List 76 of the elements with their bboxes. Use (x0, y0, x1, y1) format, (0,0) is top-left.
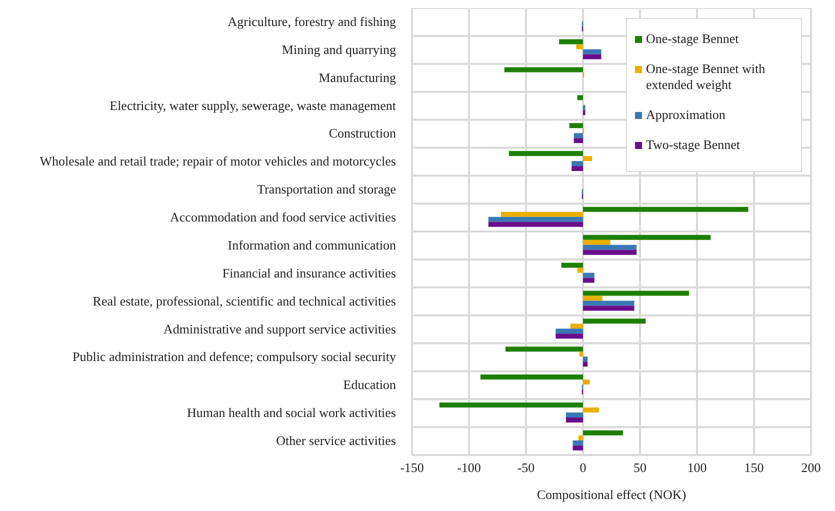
bar (576, 44, 583, 50)
y-tick-label: Administrative and support service activities (164, 321, 396, 336)
bar (508, 151, 583, 156)
y-tick-label: Mining and quarrying (282, 42, 396, 57)
x-tick-label: 50 (634, 460, 646, 476)
bar (583, 306, 634, 311)
bar (583, 296, 602, 301)
bar (570, 324, 583, 329)
bar (559, 39, 583, 44)
legend-label: Approximation (646, 107, 726, 123)
bar (556, 328, 583, 334)
x-tick-label: 150 (744, 460, 764, 476)
legend-label: Two-stage Bennet (646, 137, 740, 153)
y-tick-label: Accommodation and food service activities (170, 210, 396, 225)
bar (561, 262, 583, 268)
bar (583, 278, 594, 283)
legend-label: One-stage Bennet (646, 31, 739, 47)
x-tick-label: -150 (400, 460, 424, 476)
x-tick-label: -100 (457, 460, 481, 476)
bar (583, 244, 637, 250)
bar (488, 216, 583, 222)
x-tick-label: 200 (801, 460, 821, 476)
y-tick-label: Public administration and defence; compulsory social security (72, 349, 396, 364)
bar (583, 380, 590, 385)
bar (583, 49, 602, 54)
bar (583, 206, 748, 212)
bar (439, 402, 583, 408)
bar (572, 166, 583, 172)
bar (556, 334, 583, 339)
bar (504, 67, 583, 72)
y-tick-label: Agriculture, forestry and fishing (228, 14, 396, 29)
bar (583, 290, 690, 296)
bar (574, 133, 583, 138)
bar (583, 240, 610, 245)
bar (572, 161, 583, 166)
bar (500, 212, 583, 217)
y-tick-label: Other service activities (276, 433, 396, 448)
bar (566, 417, 583, 422)
bar (583, 362, 588, 367)
bar (583, 250, 637, 255)
bar (572, 440, 583, 446)
bar (577, 268, 583, 273)
x-tick-label: -50 (517, 460, 535, 476)
y-tick-label: Wholesale and retail trade; repair of motor vehicles and motorcycles (40, 154, 396, 169)
y-tick-label: Information and communication (228, 237, 396, 252)
bar (583, 234, 711, 240)
y-tick-label: Electricity, water supply, sewerage, waste management (110, 98, 396, 113)
bar (583, 54, 602, 60)
bar (569, 123, 583, 128)
bar (578, 435, 583, 440)
y-tick-label: Construction (328, 126, 396, 141)
bar (583, 272, 594, 278)
y-tick-label: Manufacturing (318, 70, 396, 85)
bar (488, 222, 583, 227)
legend-label: One-stage Bennet with extended weight (646, 61, 766, 93)
bar (574, 138, 583, 144)
y-tick-label: Education (343, 377, 396, 392)
y-tick-label: Financial and insurance activities (222, 265, 396, 280)
bar (577, 95, 583, 100)
x-axis-title: Compositional effect (NOK) (536, 487, 686, 502)
bar (583, 430, 623, 436)
bar (572, 445, 583, 450)
bar (505, 346, 583, 352)
bar (583, 407, 599, 412)
bar (583, 300, 634, 306)
y-tick-label: Real estate, professional, scientific and technical activities (92, 293, 396, 308)
y-tick-label: Transportation and storage (257, 182, 396, 197)
bar (583, 356, 588, 362)
bar (480, 374, 583, 380)
x-tick-label: 100 (687, 460, 707, 476)
bar (580, 352, 583, 357)
bar (583, 318, 646, 324)
y-tick-label: Human health and social work activities (186, 405, 396, 420)
bar (566, 412, 583, 418)
x-tick-label: 0 (580, 460, 586, 476)
bar (583, 156, 592, 162)
